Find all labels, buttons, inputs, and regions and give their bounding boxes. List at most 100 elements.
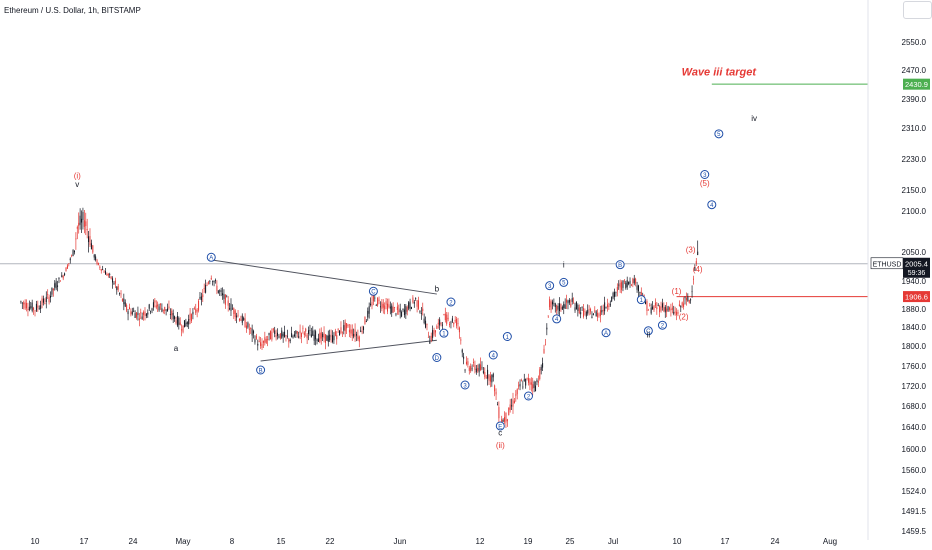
candle-body xyxy=(95,256,97,260)
candle-body xyxy=(670,308,672,311)
candle-body xyxy=(141,316,143,320)
candle-body xyxy=(542,363,544,368)
candle-body xyxy=(172,313,174,320)
candle-body xyxy=(653,305,655,311)
candle-body xyxy=(244,318,246,328)
candle-body xyxy=(425,320,427,328)
candle-body xyxy=(300,333,302,337)
candle-body xyxy=(449,324,451,325)
wave-label-circle xyxy=(439,328,449,338)
candle-body xyxy=(578,307,580,314)
candle-body xyxy=(323,332,325,339)
time-tick-label: Jul xyxy=(608,537,618,546)
candle-body xyxy=(415,298,417,299)
candle-body xyxy=(27,308,29,311)
candle-body xyxy=(371,301,373,307)
candle-body xyxy=(344,322,346,332)
candle-body xyxy=(336,334,338,340)
candle-body xyxy=(660,306,662,311)
price-labels: ETHUSD 2005.4 59:36 1906.6 2430.9 xyxy=(870,78,930,303)
candle-body xyxy=(175,320,177,324)
candle-body xyxy=(602,309,604,311)
candle-body xyxy=(395,313,397,315)
candle-body xyxy=(275,334,277,338)
candle-body xyxy=(519,383,521,387)
candle-body xyxy=(423,318,425,324)
candle-body xyxy=(394,307,396,308)
candle-body xyxy=(154,300,156,303)
candle-body xyxy=(463,356,465,359)
candle-body xyxy=(669,307,670,310)
candle-body xyxy=(563,303,565,309)
candle-body xyxy=(649,304,651,306)
wave-label: (3) xyxy=(686,246,696,255)
candle-body xyxy=(659,306,661,313)
candle-body xyxy=(482,371,484,373)
candle-body xyxy=(378,299,380,301)
candle-body xyxy=(192,311,194,315)
candle-body xyxy=(284,331,286,337)
candle-body xyxy=(169,313,171,315)
candle-body xyxy=(587,309,589,314)
candle-body xyxy=(636,285,638,290)
candle-body xyxy=(123,298,125,305)
candle-body xyxy=(282,333,284,337)
price-tick-label: 2390.0 xyxy=(902,95,927,104)
candle-body xyxy=(694,267,696,271)
candle-body xyxy=(528,378,529,383)
candle-body xyxy=(97,262,99,265)
wave-label: E xyxy=(498,424,502,430)
candle-body xyxy=(618,284,620,286)
candle-body xyxy=(315,331,317,340)
candle-body xyxy=(47,294,49,295)
candle-body xyxy=(73,250,75,253)
trendlines xyxy=(211,259,437,362)
candle-body xyxy=(477,367,479,371)
candle-body xyxy=(158,306,160,311)
candle-body xyxy=(536,380,538,383)
wave-label: iv xyxy=(751,114,757,123)
candle-body xyxy=(332,335,334,342)
candle-body xyxy=(143,312,145,315)
candle-body xyxy=(66,265,68,269)
time-tick-label: 19 xyxy=(524,537,533,546)
candle-body xyxy=(58,277,60,280)
wave-label: 1 xyxy=(506,335,510,341)
price-level-tag xyxy=(903,291,930,303)
candle-body xyxy=(28,306,30,311)
candle-body xyxy=(365,321,367,322)
time-tick-label: 22 xyxy=(326,537,335,546)
candle-body xyxy=(615,292,617,294)
candle-body xyxy=(54,283,56,288)
candle-body xyxy=(505,412,507,423)
candle-body xyxy=(458,327,460,333)
wave-label: (5) xyxy=(700,179,710,188)
candle-body xyxy=(444,313,446,321)
candle-body xyxy=(85,221,87,227)
candle-body xyxy=(347,324,349,327)
time-axis: 10 17 24 May 8 15 22 Jun 12 19 25 Jul 10 17 24 Aug xyxy=(31,537,838,546)
candle-body xyxy=(614,291,616,297)
candle-body xyxy=(76,226,78,229)
time-tick-label: 12 xyxy=(476,537,485,546)
candle-body xyxy=(164,306,166,312)
candle-body xyxy=(285,335,287,337)
candle-body xyxy=(511,405,513,407)
price-tick-label: 1720.0 xyxy=(902,382,927,391)
candle-body xyxy=(167,308,169,312)
candle-body xyxy=(440,322,442,324)
candle-body xyxy=(475,368,477,373)
wave-label-circle xyxy=(256,365,266,375)
target-label: Wave iii target xyxy=(682,66,758,78)
candle-body xyxy=(358,336,360,342)
candle-body xyxy=(556,305,558,312)
candle-body xyxy=(119,293,121,294)
candle-body xyxy=(189,313,191,320)
candle-body xyxy=(525,378,527,386)
candle-body xyxy=(68,263,70,265)
candle-body xyxy=(183,320,185,328)
candle-body xyxy=(148,304,150,309)
candle-body xyxy=(422,308,424,312)
